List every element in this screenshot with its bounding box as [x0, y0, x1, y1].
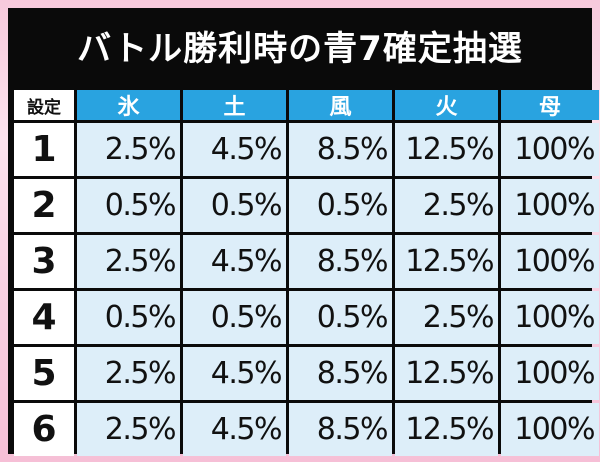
- probability-cell: 0.5%: [77, 179, 180, 232]
- probability-cell: 4.5%: [183, 347, 286, 400]
- probability-cell: 100%: [501, 347, 599, 400]
- page-title: バトル勝利時の青7確定抽選: [77, 28, 523, 69]
- probability-cell: 4.5%: [183, 123, 286, 176]
- probability-cell: 100%: [501, 291, 599, 344]
- probability-cell: 2.5%: [77, 403, 180, 456]
- probability-cell: 2.5%: [395, 179, 498, 232]
- setting-label: 6: [14, 403, 74, 456]
- probability-cell: 8.5%: [289, 235, 392, 288]
- column-header-mother: 母: [501, 90, 599, 120]
- column-header-ice: 氷: [77, 90, 180, 120]
- probability-cell: 0.5%: [289, 291, 392, 344]
- probability-cell: 100%: [501, 179, 599, 232]
- setting-label: 4: [14, 291, 74, 344]
- probability-cell: 2.5%: [77, 235, 180, 288]
- probability-cell: 12.5%: [395, 403, 498, 456]
- setting-label: 5: [14, 347, 74, 400]
- probability-cell: 8.5%: [289, 347, 392, 400]
- setting-label: 2: [14, 179, 74, 232]
- table-frame: バトル勝利時の青7確定抽選 設定 氷 土 風 火 母 1 2.5% 4.5% 8.5%…: [8, 8, 599, 456]
- setting-column-header: 設定: [14, 90, 74, 120]
- probability-cell: 100%: [501, 235, 599, 288]
- probability-cell: 12.5%: [395, 235, 498, 288]
- column-header-fire: 火: [395, 90, 498, 120]
- probability-cell: 2.5%: [395, 291, 498, 344]
- probability-cell: 100%: [501, 123, 599, 176]
- setting-label: 3: [14, 235, 74, 288]
- probability-table: 設定 氷 土 風 火 母 1 2.5% 4.5% 8.5% 12.5% 100% 2 0.5%…: [14, 90, 599, 456]
- probability-cell: 8.5%: [289, 123, 392, 176]
- probability-cell: 0.5%: [289, 179, 392, 232]
- setting-label: 1: [14, 123, 74, 176]
- probability-cell: 8.5%: [289, 403, 392, 456]
- probability-cell: 4.5%: [183, 235, 286, 288]
- probability-cell: 0.5%: [183, 291, 286, 344]
- column-header-earth: 土: [183, 90, 286, 120]
- probability-cell: 12.5%: [395, 347, 498, 400]
- probability-cell: 2.5%: [77, 347, 180, 400]
- probability-cell: 100%: [501, 403, 599, 456]
- column-header-wind: 風: [289, 90, 392, 120]
- probability-cell: 2.5%: [77, 123, 180, 176]
- probability-cell: 4.5%: [183, 403, 286, 456]
- probability-cell: 0.5%: [183, 179, 286, 232]
- probability-cell: 12.5%: [395, 123, 498, 176]
- probability-cell: 0.5%: [77, 291, 180, 344]
